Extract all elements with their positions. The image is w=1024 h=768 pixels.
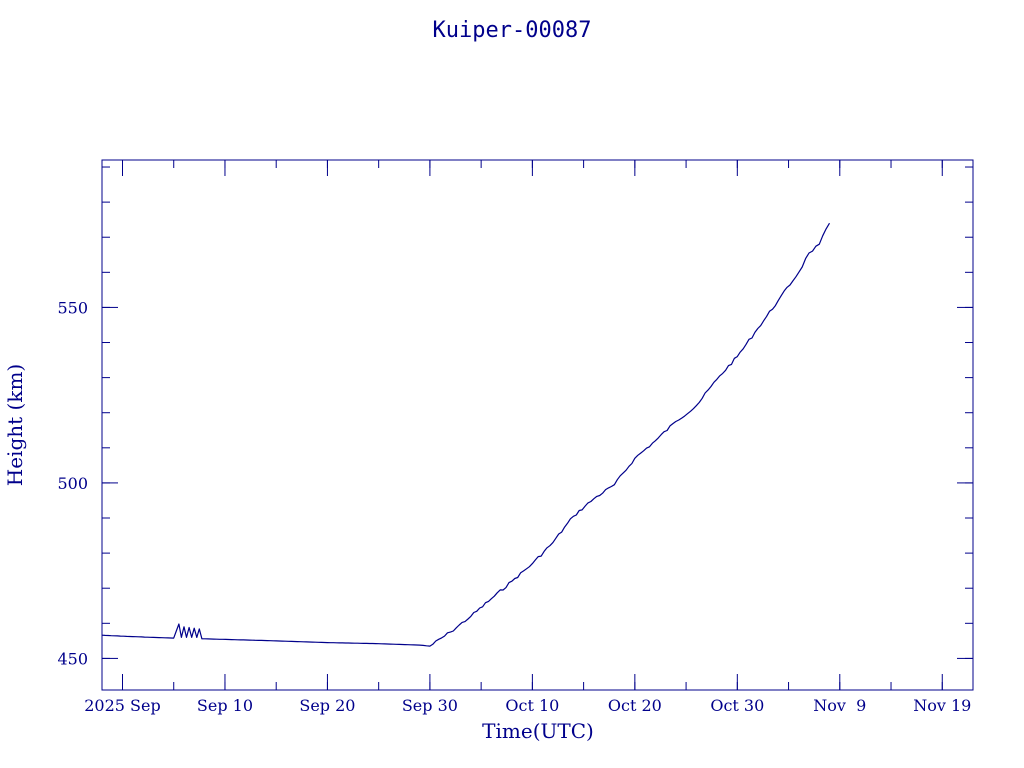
y-axis-label: Height (km) (3, 364, 27, 486)
x-tick-label: Nov 19 (913, 696, 971, 715)
height-series-line (101, 222, 831, 647)
y-axis-tick-labels: 450 500 550 (57, 298, 88, 668)
y-tick-label: 550 (57, 298, 88, 317)
x-tick-label: Oct 10 (505, 696, 559, 715)
x-tick-label: Sep 30 (402, 696, 458, 715)
y-tick-label: 450 (57, 649, 88, 668)
x-tick-label: Oct 20 (608, 696, 662, 715)
y-axis-ticks (102, 166, 973, 659)
x-axis-ticks (121, 160, 943, 690)
y-tick-label: 500 (57, 474, 88, 493)
x-tick-label: Sep 20 (299, 696, 355, 715)
chart-title: Kuiper-00087 (433, 18, 592, 43)
x-tick-label: Oct 30 (710, 696, 764, 715)
x-axis-label: Time(UTC) (482, 719, 594, 743)
x-tick-label: Sep 10 (197, 696, 253, 715)
plot-frame (101, 159, 974, 691)
x-tick-label: 2025 Sep (84, 696, 160, 715)
x-axis-tick-labels: 2025 Sep Sep 10 Sep 20 Sep 30 Oct 10 Oct 20 Oc… (84, 696, 971, 715)
x-tick-label: Nov 9 (813, 696, 866, 715)
